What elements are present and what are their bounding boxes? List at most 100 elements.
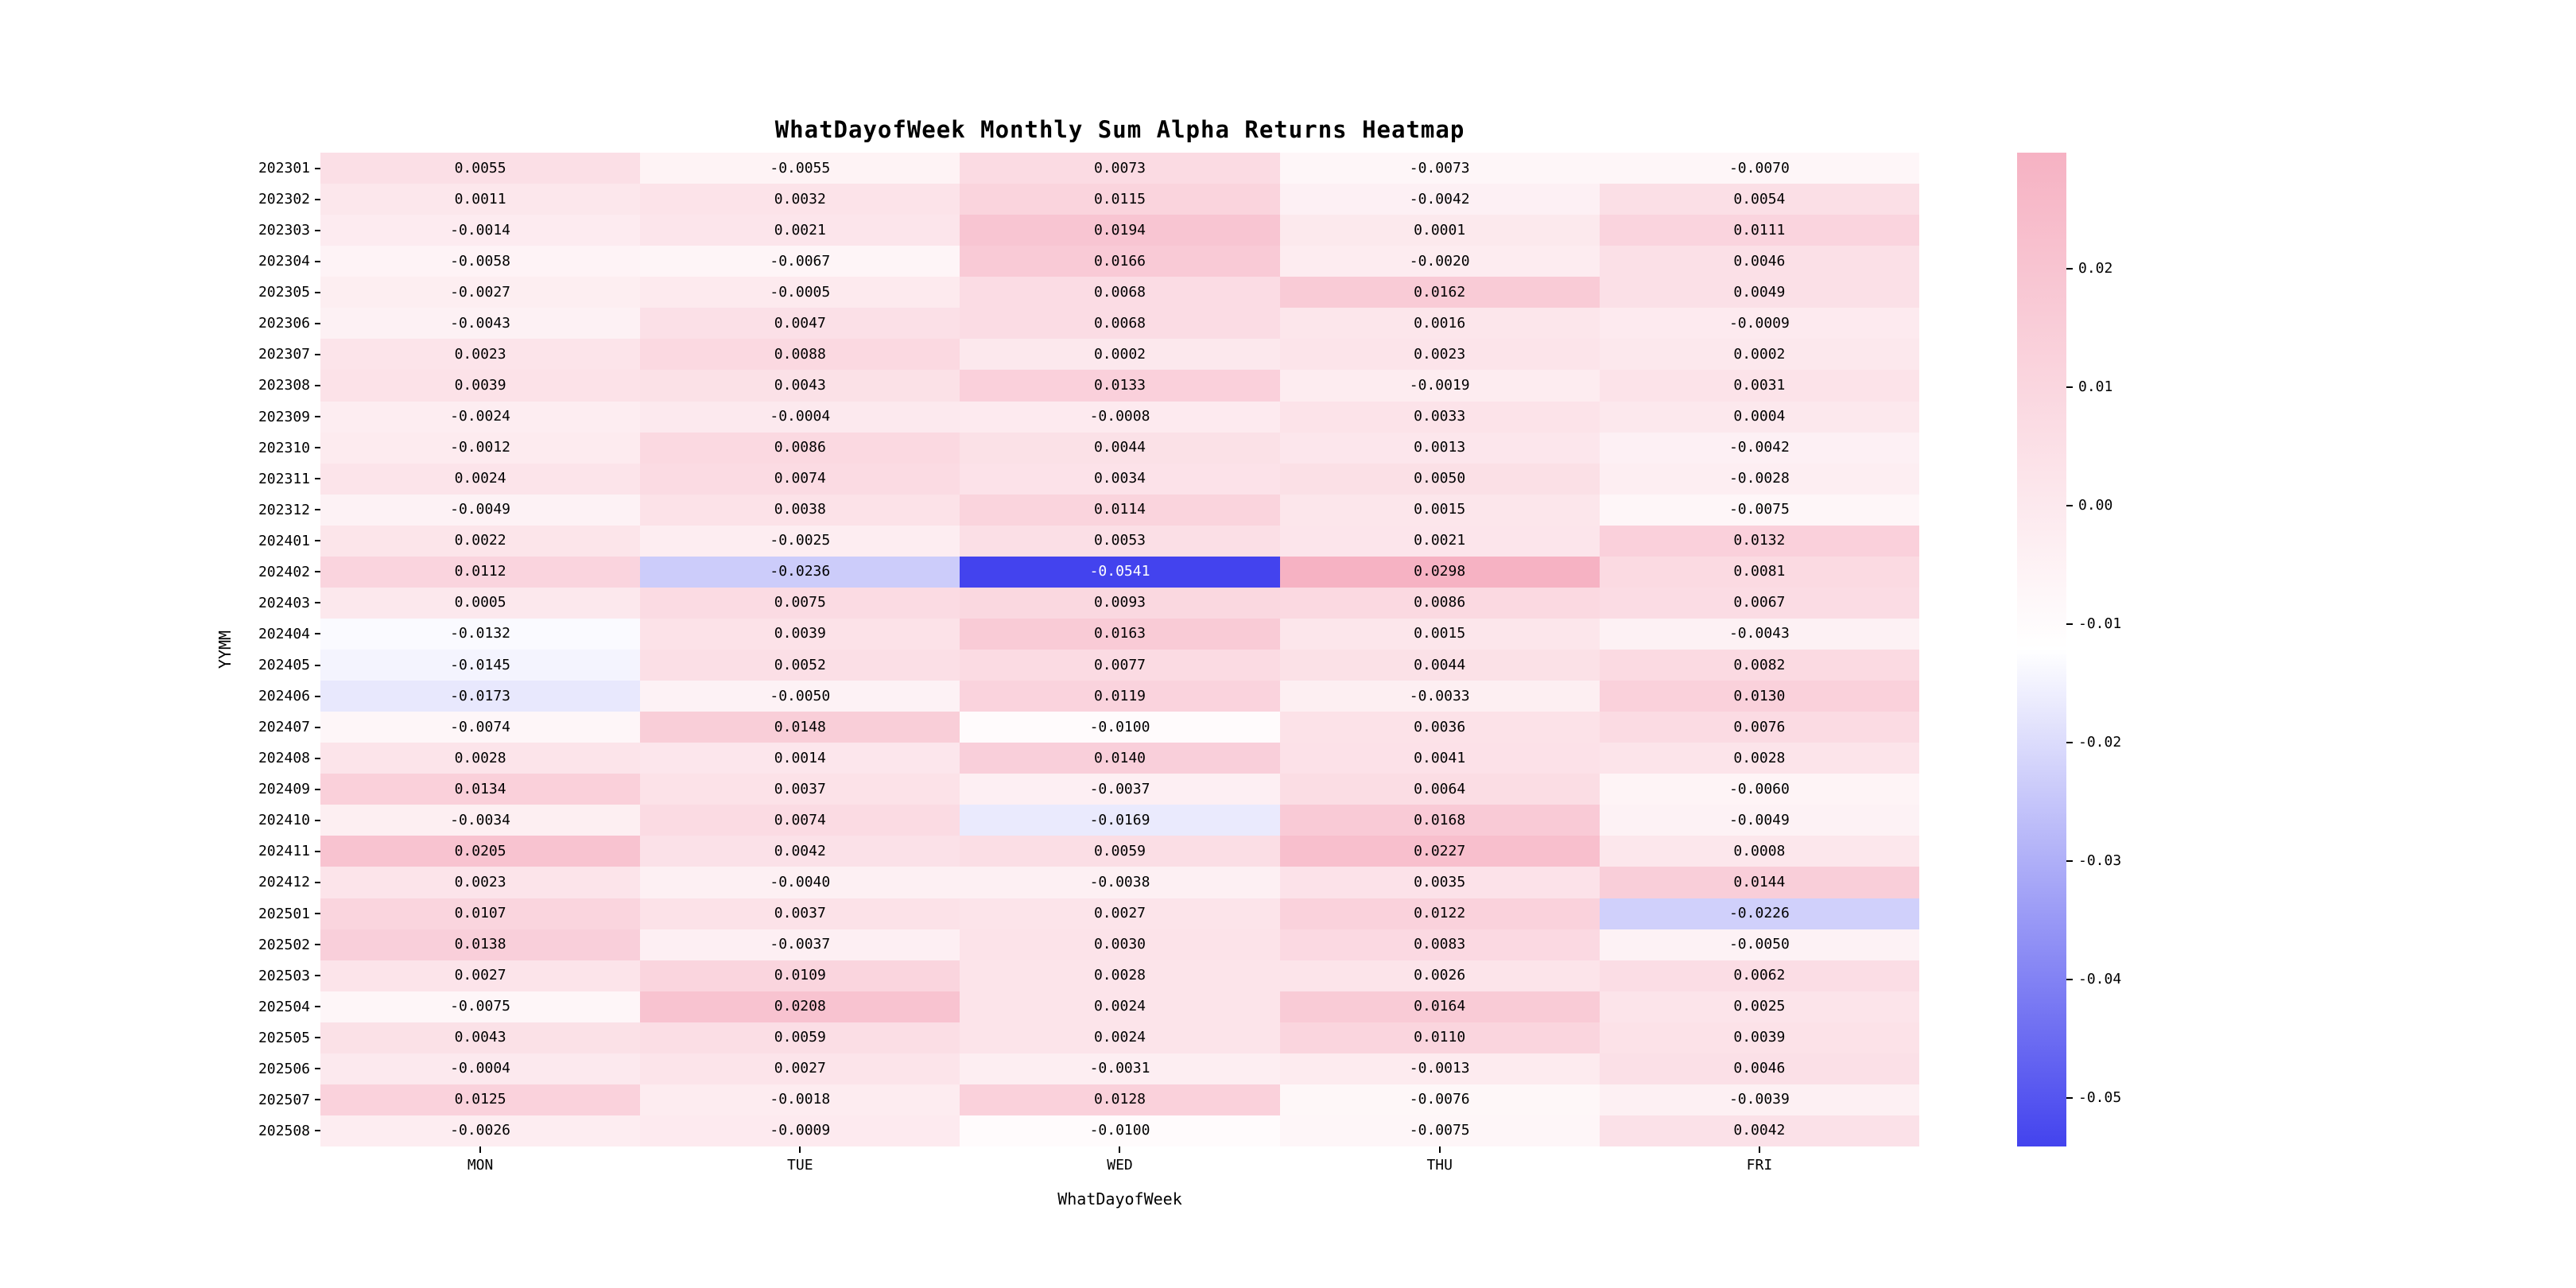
x-tick: MON bbox=[320, 1146, 640, 1174]
y-tick: 202508 bbox=[0, 1115, 320, 1146]
heatmap-cell: 0.0111 bbox=[1599, 215, 1919, 246]
heatmap-cell: -0.0058 bbox=[320, 246, 641, 277]
heatmap-cell: 0.0148 bbox=[640, 712, 960, 743]
heatmap-cell: 0.0043 bbox=[320, 1022, 641, 1053]
heatmap-cell: 0.0109 bbox=[640, 960, 960, 991]
heatmap-cell: -0.0013 bbox=[1279, 1053, 1600, 1084]
heatmap-cell: -0.0008 bbox=[960, 401, 1280, 433]
y-axis-label: YYMM bbox=[215, 630, 235, 669]
heatmap-cell: 0.0086 bbox=[640, 432, 960, 464]
heatmap-cell: 0.0086 bbox=[1279, 587, 1600, 619]
heatmap-cell: 0.0164 bbox=[1279, 991, 1600, 1022]
y-tick: 202504 bbox=[0, 991, 320, 1022]
heatmap-cell: -0.0050 bbox=[1599, 929, 1919, 960]
y-tick: 202302 bbox=[0, 184, 320, 215]
heatmap-cell: 0.0002 bbox=[960, 339, 1280, 370]
heatmap-cell: -0.0018 bbox=[640, 1084, 960, 1115]
colorbar-tick-mark bbox=[2066, 386, 2073, 388]
heatmap-cell: 0.0162 bbox=[1279, 277, 1600, 308]
x-tick: TUE bbox=[640, 1146, 960, 1174]
y-tick-label: 202309 bbox=[258, 408, 310, 425]
x-tick-mark bbox=[1758, 1146, 1760, 1153]
x-tick-label: WED bbox=[1107, 1157, 1133, 1174]
heatmap-cell: 0.0027 bbox=[640, 1053, 960, 1084]
y-tick: 202402 bbox=[0, 557, 320, 588]
heatmap-cell: 0.0023 bbox=[320, 339, 641, 370]
y-tick-label: 202304 bbox=[258, 253, 310, 270]
x-tick-label: TUE bbox=[787, 1157, 813, 1174]
heatmap-cell: 0.0035 bbox=[1279, 867, 1600, 898]
heatmap-cell: -0.0100 bbox=[960, 712, 1280, 743]
heatmap-cell: 0.0043 bbox=[640, 370, 960, 402]
y-tick-mark bbox=[315, 850, 320, 852]
heatmap-cell: 0.0083 bbox=[1279, 929, 1600, 960]
x-tick-mark bbox=[1438, 1146, 1441, 1153]
heatmap-cell: 0.0082 bbox=[1599, 650, 1919, 681]
heatmap-cell: 0.0039 bbox=[320, 370, 641, 402]
y-tick: 202312 bbox=[0, 495, 320, 526]
heatmap-cell: 0.0044 bbox=[1279, 650, 1600, 681]
heatmap-cell: 0.0110 bbox=[1279, 1022, 1600, 1053]
heatmap-cell: 0.0133 bbox=[960, 370, 1280, 402]
heatmap-cell: -0.0226 bbox=[1599, 898, 1919, 929]
heatmap-cell: -0.0014 bbox=[320, 215, 641, 246]
colorbar-tick-mark bbox=[2066, 859, 2073, 862]
heatmap-cell: -0.0075 bbox=[1599, 494, 1919, 526]
heatmap-cell: 0.0016 bbox=[1279, 308, 1600, 339]
colorbar-tick-mark bbox=[2066, 623, 2073, 625]
heatmap-cell: -0.0067 bbox=[640, 246, 960, 277]
y-tick: 202303 bbox=[0, 215, 320, 246]
heatmap-cell: -0.0070 bbox=[1599, 153, 1919, 184]
y-tick-label: 202406 bbox=[258, 688, 310, 705]
heatmap-cell: -0.0169 bbox=[960, 805, 1280, 836]
y-tick: 202407 bbox=[0, 712, 320, 743]
heatmap-cell: 0.0023 bbox=[1279, 339, 1600, 370]
heatmap-cell: 0.0027 bbox=[960, 898, 1280, 929]
heatmap-cell: 0.0093 bbox=[960, 587, 1280, 619]
heatmap-cell: 0.0130 bbox=[1599, 681, 1919, 712]
y-tick-mark bbox=[315, 447, 320, 449]
heatmap-cell: 0.0005 bbox=[320, 587, 641, 619]
heatmap-cell: -0.0037 bbox=[640, 929, 960, 960]
y-tick-mark bbox=[315, 633, 320, 635]
y-tick-label: 202412 bbox=[258, 874, 310, 891]
y-tick: 202310 bbox=[0, 433, 320, 464]
y-tick-mark bbox=[315, 1130, 320, 1132]
y-tick-label: 202306 bbox=[258, 315, 310, 332]
heatmap-cell: 0.0205 bbox=[320, 836, 641, 867]
y-tick-mark bbox=[315, 757, 320, 759]
colorbar-tick-mark bbox=[2066, 504, 2073, 506]
heatmap-cell: 0.0088 bbox=[640, 339, 960, 370]
heatmap-cell: -0.0055 bbox=[640, 153, 960, 184]
x-axis-label: WhatDayofWeek bbox=[1057, 1189, 1182, 1208]
heatmap-cell: 0.0046 bbox=[1599, 1053, 1919, 1084]
y-tick-mark bbox=[315, 167, 320, 169]
heatmap-cell: 0.0022 bbox=[320, 525, 641, 557]
heatmap-cell: -0.0145 bbox=[320, 650, 641, 681]
heatmap-cell: -0.0060 bbox=[1599, 774, 1919, 805]
heatmap-cell: 0.0081 bbox=[1599, 556, 1919, 588]
heatmap-cell: 0.0037 bbox=[640, 774, 960, 805]
y-tick: 202506 bbox=[0, 1053, 320, 1084]
heatmap-cell: 0.0041 bbox=[1279, 743, 1600, 774]
heatmap-cell: 0.0068 bbox=[960, 308, 1280, 339]
heatmap-cell: -0.0075 bbox=[320, 991, 641, 1022]
y-tick-mark bbox=[315, 664, 320, 666]
heatmap-cell: -0.0050 bbox=[640, 681, 960, 712]
x-tick-mark bbox=[479, 1146, 482, 1153]
heatmap-cell: 0.0002 bbox=[1599, 339, 1919, 370]
y-tick-mark bbox=[315, 1037, 320, 1039]
heatmap-cell: 0.0001 bbox=[1279, 215, 1600, 246]
y-tick-mark bbox=[315, 353, 320, 355]
y-tick: 202406 bbox=[0, 681, 320, 712]
y-tick-mark bbox=[315, 260, 320, 262]
y-tick-label: 202504 bbox=[258, 998, 310, 1015]
heatmap-cell: 0.0134 bbox=[320, 774, 641, 805]
heatmap-cell: -0.0024 bbox=[320, 401, 641, 433]
heatmap-cell: 0.0115 bbox=[960, 184, 1280, 215]
colorbar-tick-label: 0.00 bbox=[2078, 496, 2113, 514]
y-tick-label: 202312 bbox=[258, 501, 310, 518]
heatmap-cell: 0.0074 bbox=[640, 805, 960, 836]
heatmap-cell: -0.0038 bbox=[960, 867, 1280, 898]
y-tick: 202307 bbox=[0, 339, 320, 370]
